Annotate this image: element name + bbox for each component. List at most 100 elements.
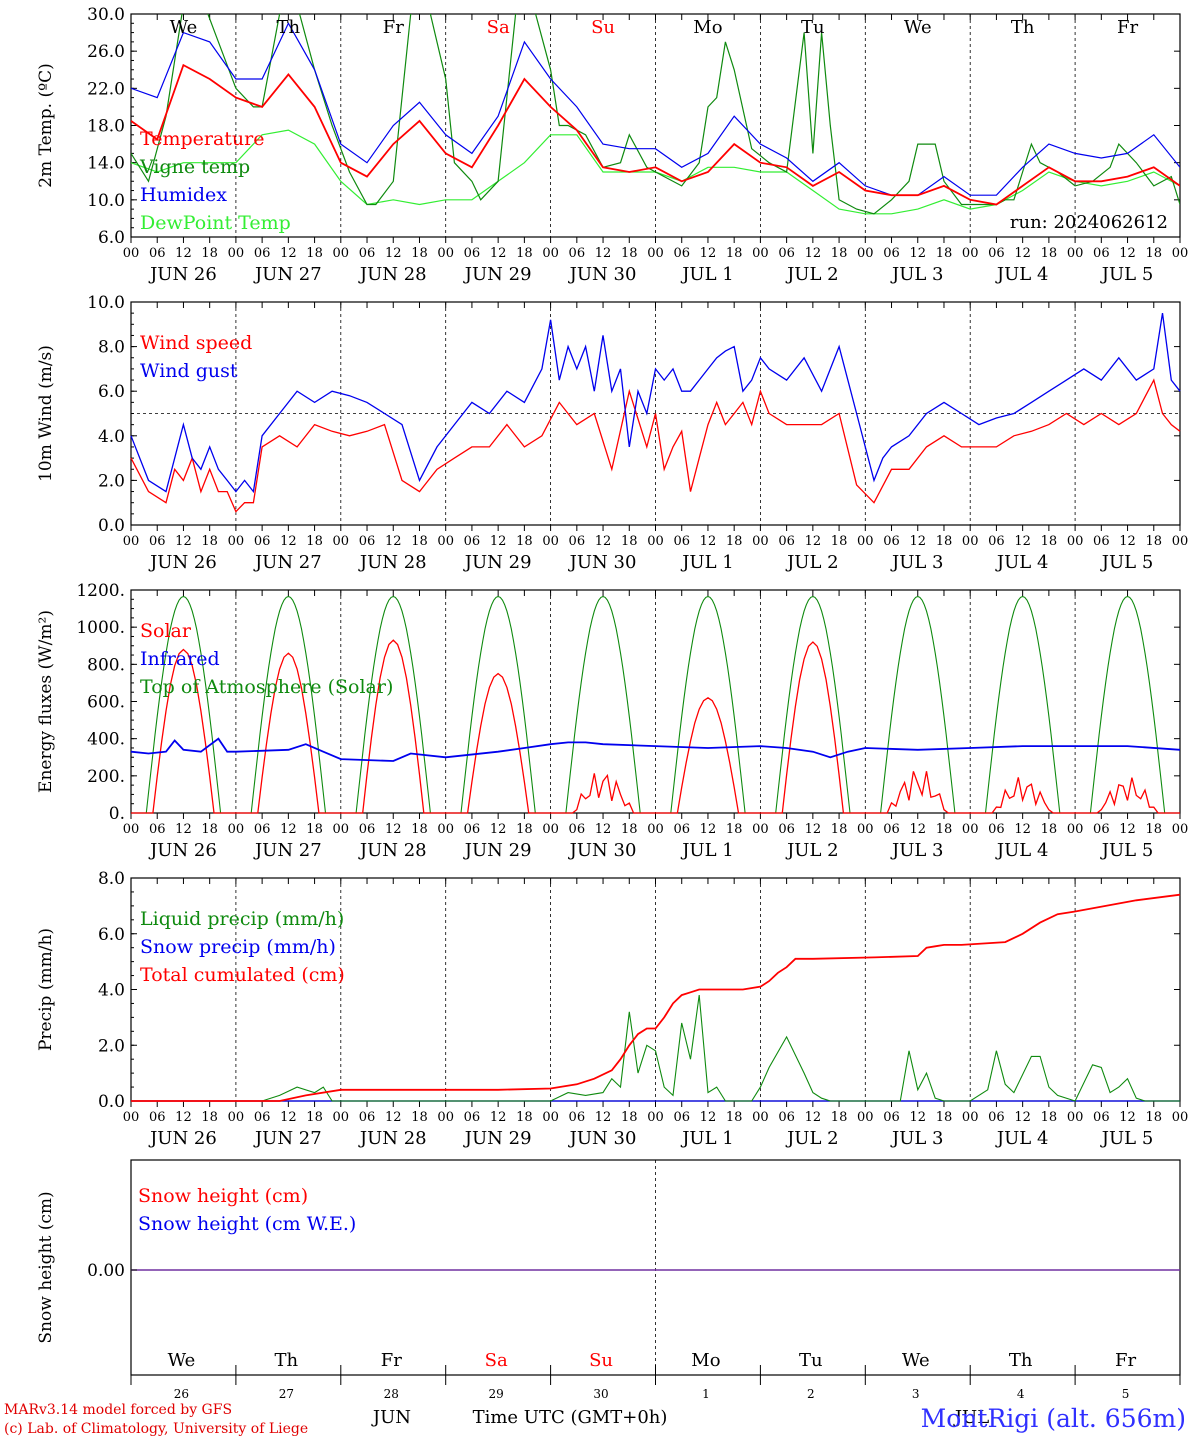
- day-number: 2: [807, 1387, 815, 1401]
- hour-tick-label: 00: [437, 534, 454, 549]
- hour-tick-label: 06: [988, 1110, 1005, 1125]
- legend-entry: DewPoint Temp: [140, 212, 291, 234]
- month-label: JUL: [953, 1407, 989, 1428]
- day-name: Su: [591, 17, 615, 38]
- hour-tick-label: 18: [621, 1110, 638, 1125]
- snow-ylabel: Snow height (cm): [36, 1191, 56, 1343]
- hour-tick-label: 00: [333, 534, 350, 549]
- hour-tick-label: 12: [490, 246, 507, 261]
- hour-tick-label: 00: [1172, 534, 1189, 549]
- hour-tick-label: 12: [1119, 246, 1136, 261]
- hour-tick-label: 18: [726, 1110, 743, 1125]
- hour-tick-label: 00: [437, 1110, 454, 1125]
- y-tick-label: 8.0: [98, 338, 125, 358]
- hour-tick-label: 06: [778, 534, 795, 549]
- hour-tick-label: 00: [752, 822, 769, 837]
- series-total-cumulated: [131, 893, 1181, 1102]
- hour-tick-label: 12: [909, 822, 926, 837]
- hour-tick-label: 06: [673, 822, 690, 837]
- hour-tick-label: 18: [516, 246, 533, 261]
- hour-tick-label: 18: [516, 1110, 533, 1125]
- hour-tick-label: 00: [228, 822, 245, 837]
- day-name: Fr: [383, 17, 404, 38]
- temperature-series: [131, 14, 1180, 215]
- day-number: 1: [702, 1387, 710, 1401]
- date-label: JUL 1: [680, 264, 734, 285]
- y-tick-label: 1000.: [76, 618, 125, 638]
- hour-tick-label: 12: [1119, 1110, 1136, 1125]
- model-credit: MARv3.14 model forced by GFS: [4, 1402, 233, 1418]
- hour-tick-label: 18: [1041, 246, 1058, 261]
- hour-tick-label: 00: [123, 822, 140, 837]
- y-tick-label: 4.0: [98, 981, 125, 1001]
- y-tick-label: 22.0: [87, 79, 125, 99]
- hour-tick-label: 06: [1093, 1110, 1110, 1125]
- hour-tick-label: 00: [1067, 534, 1084, 549]
- hour-tick-label: 06: [673, 246, 690, 261]
- hour-tick-label: 06: [988, 822, 1005, 837]
- hour-tick-label: 00: [647, 534, 664, 549]
- legend-entry: Humidex: [140, 184, 227, 206]
- hour-tick-label: 00: [647, 1110, 664, 1125]
- date-label: JUN 29: [463, 264, 532, 285]
- hour-tick-label: 06: [673, 534, 690, 549]
- date-label: JUL 2: [785, 1128, 839, 1149]
- hour-tick-label: 18: [1146, 246, 1163, 261]
- day-name: We: [904, 17, 932, 38]
- date-label: JUL 1: [680, 1128, 734, 1149]
- y-tick-label: 26.0: [87, 42, 125, 62]
- y-tick-label: 18.0: [87, 117, 125, 137]
- hour-tick-label: 12: [805, 246, 822, 261]
- hour-tick-label: 00: [962, 822, 979, 837]
- y-tick-label: 6.0: [98, 925, 125, 945]
- hour-tick-label: 00: [542, 822, 559, 837]
- hour-tick-label: 00: [962, 534, 979, 549]
- hour-tick-label: 12: [1014, 1110, 1031, 1125]
- hour-tick-label: 18: [621, 246, 638, 261]
- hour-tick-label: 06: [254, 534, 271, 549]
- hour-tick-label: 06: [464, 822, 481, 837]
- hour-tick-label: 18: [306, 246, 323, 261]
- date-label: JUN 29: [463, 552, 532, 573]
- date-label: JUL 1: [680, 840, 734, 861]
- hour-tick-label: 06: [464, 246, 481, 261]
- day-name: We: [168, 1350, 196, 1371]
- day-number: 5: [1122, 1387, 1130, 1401]
- day-name: We: [170, 17, 198, 38]
- date-label: JUN 30: [568, 552, 637, 573]
- hour-tick-label: 00: [962, 246, 979, 261]
- date-label: JUL 3: [890, 840, 944, 861]
- y-tick-label: 1200.: [76, 581, 125, 601]
- date-label: JUN 30: [568, 1128, 637, 1149]
- legend-entry: Vigne temp: [139, 156, 250, 178]
- hour-tick-label: 18: [831, 246, 848, 261]
- hour-tick-label: 06: [254, 1110, 271, 1125]
- hour-tick-label: 18: [306, 822, 323, 837]
- y-tick-label: 200.: [87, 767, 125, 787]
- hour-tick-label: 12: [700, 822, 717, 837]
- date-label: JUN 29: [463, 840, 532, 861]
- date-label: JUL 3: [890, 552, 944, 573]
- hour-tick-label: 06: [778, 1110, 795, 1125]
- date-label: JUL 2: [785, 840, 839, 861]
- hour-tick-label: 06: [149, 822, 166, 837]
- hour-tick-label: 06: [359, 822, 376, 837]
- hour-tick-label: 06: [464, 1110, 481, 1125]
- date-label: JUN 28: [358, 1128, 427, 1149]
- hour-tick-label: 18: [1146, 534, 1163, 549]
- hour-tick-label: 06: [1093, 822, 1110, 837]
- series-solar: [131, 639, 1180, 814]
- hour-tick-label: 18: [1146, 1110, 1163, 1125]
- day-name: Sa: [487, 17, 510, 38]
- hour-tick-label: 12: [700, 246, 717, 261]
- legend-entry: Total cumulated (cm): [140, 964, 345, 986]
- hour-tick-label: 12: [490, 534, 507, 549]
- hour-tick-label: 00: [857, 1110, 874, 1125]
- hour-tick-label: 00: [857, 246, 874, 261]
- hour-tick-label: 18: [306, 1110, 323, 1125]
- hour-tick-label: 00: [1172, 246, 1189, 261]
- hour-tick-label: 18: [831, 822, 848, 837]
- hour-tick-label: 18: [1146, 822, 1163, 837]
- date-label: JUL 5: [1100, 1128, 1154, 1149]
